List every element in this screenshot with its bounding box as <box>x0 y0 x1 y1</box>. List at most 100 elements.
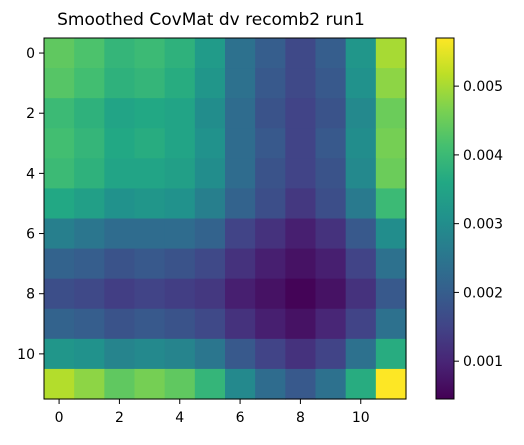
heatmap-cell-r9-c5 <box>194 308 226 340</box>
heatmap-cell-r11-c3 <box>134 368 166 400</box>
x-tick-label: 8 <box>296 410 305 426</box>
heatmap-cell-r6-c11 <box>375 218 407 250</box>
heatmap-cell-r5-c5 <box>194 188 226 220</box>
heatmap-cell-r8-c0 <box>44 278 75 310</box>
heatmap-cell-r1-c10 <box>345 68 377 99</box>
x-tick-label: 0 <box>55 410 64 426</box>
x-tick-label: 2 <box>115 410 124 426</box>
heatmap-cell-r2-c3 <box>134 98 166 129</box>
heatmap-cell-r0-c9 <box>315 38 347 69</box>
heatmap-cell-r9-c1 <box>74 308 105 340</box>
heatmap-cell-r6-c0 <box>44 218 75 250</box>
heatmap-cell-r8-c8 <box>285 278 317 310</box>
x-tick-label: 10 <box>352 410 370 426</box>
heatmap-cell-r7-c5 <box>194 248 226 280</box>
heatmap-cell-r0-c8 <box>285 38 317 69</box>
heatmap-cell-r7-c8 <box>285 248 317 280</box>
heatmap-cell-r0-c11 <box>375 38 407 69</box>
heatmap-cell-r9-c10 <box>345 308 377 340</box>
heatmap-cell-r1-c3 <box>134 68 166 99</box>
heatmap-cell-r2-c10 <box>345 98 377 129</box>
heatmap-cell-r7-c1 <box>74 248 105 280</box>
heatmap-cell-r6-c7 <box>255 218 286 250</box>
heatmap-cell-r8-c4 <box>164 278 196 310</box>
heatmap-cell-r2-c6 <box>225 98 256 129</box>
heatmap-cell-r1-c5 <box>194 68 226 99</box>
heatmap-cell-r7-c6 <box>225 248 256 280</box>
heatmap-cell-r4-c8 <box>285 158 317 190</box>
heatmap-cell-r3-c6 <box>225 128 256 159</box>
heatmap-cell-r3-c9 <box>315 128 347 159</box>
x-tick-label: 4 <box>175 410 184 426</box>
heatmap-cell-r3-c10 <box>345 128 377 159</box>
colorbar <box>435 37 455 400</box>
heatmap-cell-r3-c7 <box>255 128 286 159</box>
heatmap-cell-r8-c7 <box>255 278 286 310</box>
heatmap-cell-r6-c6 <box>225 218 256 250</box>
heatmap-cell-r10-c2 <box>104 338 136 370</box>
heatmap-cell-r6-c9 <box>315 218 347 250</box>
heatmap-cell-r3-c1 <box>74 128 105 159</box>
heatmap-cell-r9-c7 <box>255 308 286 340</box>
heatmap-cell-r1-c4 <box>164 68 196 99</box>
heatmap-cell-r2-c0 <box>44 98 75 129</box>
heatmap-cell-r3-c5 <box>194 128 226 159</box>
heatmap-cell-r5-c11 <box>375 188 407 220</box>
colorbar-tick-label: 0.003 <box>463 217 503 233</box>
heatmap-cell-r8-c11 <box>375 278 407 310</box>
heatmap-cell-r8-c9 <box>315 278 347 310</box>
heatmap-cell-r0-c7 <box>255 38 286 69</box>
heatmap-cell-r7-c7 <box>255 248 286 280</box>
colorbar-tick-label: 0.005 <box>463 79 503 95</box>
heatmap-cell-r6-c2 <box>104 218 136 250</box>
heatmap-cell-r7-c11 <box>375 248 407 280</box>
y-tick-label: 4 <box>26 166 35 182</box>
heatmap-cell-r2-c1 <box>74 98 105 129</box>
heatmap-cell-r7-c4 <box>164 248 196 280</box>
heatmap-cell-r6-c1 <box>74 218 105 250</box>
heatmap-cell-r6-c3 <box>134 218 166 250</box>
heatmap-cell-r9-c8 <box>285 308 317 340</box>
heatmap-cell-r4-c9 <box>315 158 347 190</box>
heatmap-cell-r0-c1 <box>74 38 105 69</box>
heatmap-cell-r8-c6 <box>225 278 256 310</box>
colorbar-tick-label: 0.001 <box>463 354 503 370</box>
heatmap-cell-r5-c7 <box>255 188 286 220</box>
heatmap-cell-r4-c2 <box>104 158 136 190</box>
colorbar-axis: 0.001 0.002 0.003 0.004 0.005 <box>454 79 503 370</box>
heatmap-cell-r6-c4 <box>164 218 196 250</box>
heatmap-cell-r11-c11 <box>375 368 407 400</box>
heatmap-cell-r4-c3 <box>134 158 166 190</box>
heatmap-cell-r9-c9 <box>315 308 347 340</box>
heatmap-cell-r10-c0 <box>44 338 75 370</box>
heatmap-cell-r8-c3 <box>134 278 166 310</box>
heatmap-cell-r4-c1 <box>74 158 105 190</box>
chart-title: Smoothed CovMat dv recomb2 run1 <box>57 10 365 30</box>
heatmap-cell-r5-c0 <box>44 188 75 220</box>
heatmap-cell-r7-c2 <box>104 248 136 280</box>
heatmap-cell-r9-c4 <box>164 308 196 340</box>
heatmap-cell-r7-c9 <box>315 248 347 280</box>
heatmap-cell-r1-c11 <box>375 68 407 99</box>
heatmap-cell-r5-c8 <box>285 188 317 220</box>
heatmap-cell-r6-c8 <box>285 218 317 250</box>
heatmap-cell-r5-c2 <box>104 188 136 220</box>
heatmap-cell-r3-c11 <box>375 128 407 159</box>
heatmap-cell-r2-c5 <box>194 98 226 129</box>
heatmap-cell-r10-c9 <box>315 338 347 370</box>
heatmap-cell-r11-c9 <box>315 368 347 400</box>
y-axis: 0 2 4 6 8 10 <box>17 46 44 363</box>
heatmap-cell-r5-c10 <box>345 188 377 220</box>
heatmap-cell-r9-c6 <box>225 308 256 340</box>
heatmap-cell-r5-c4 <box>164 188 196 220</box>
heatmap-cell-r4-c5 <box>194 158 226 190</box>
heatmap-cell-r9-c3 <box>134 308 166 340</box>
heatmap-cells <box>44 38 407 400</box>
heatmap-cell-r11-c10 <box>345 368 377 400</box>
heatmap-cell-r3-c2 <box>104 128 136 159</box>
y-tick-label: 2 <box>26 106 35 122</box>
heatmap-cell-r11-c2 <box>104 368 136 400</box>
heatmap-cell-r8-c1 <box>74 278 105 310</box>
heatmap-cell-r11-c7 <box>255 368 286 400</box>
